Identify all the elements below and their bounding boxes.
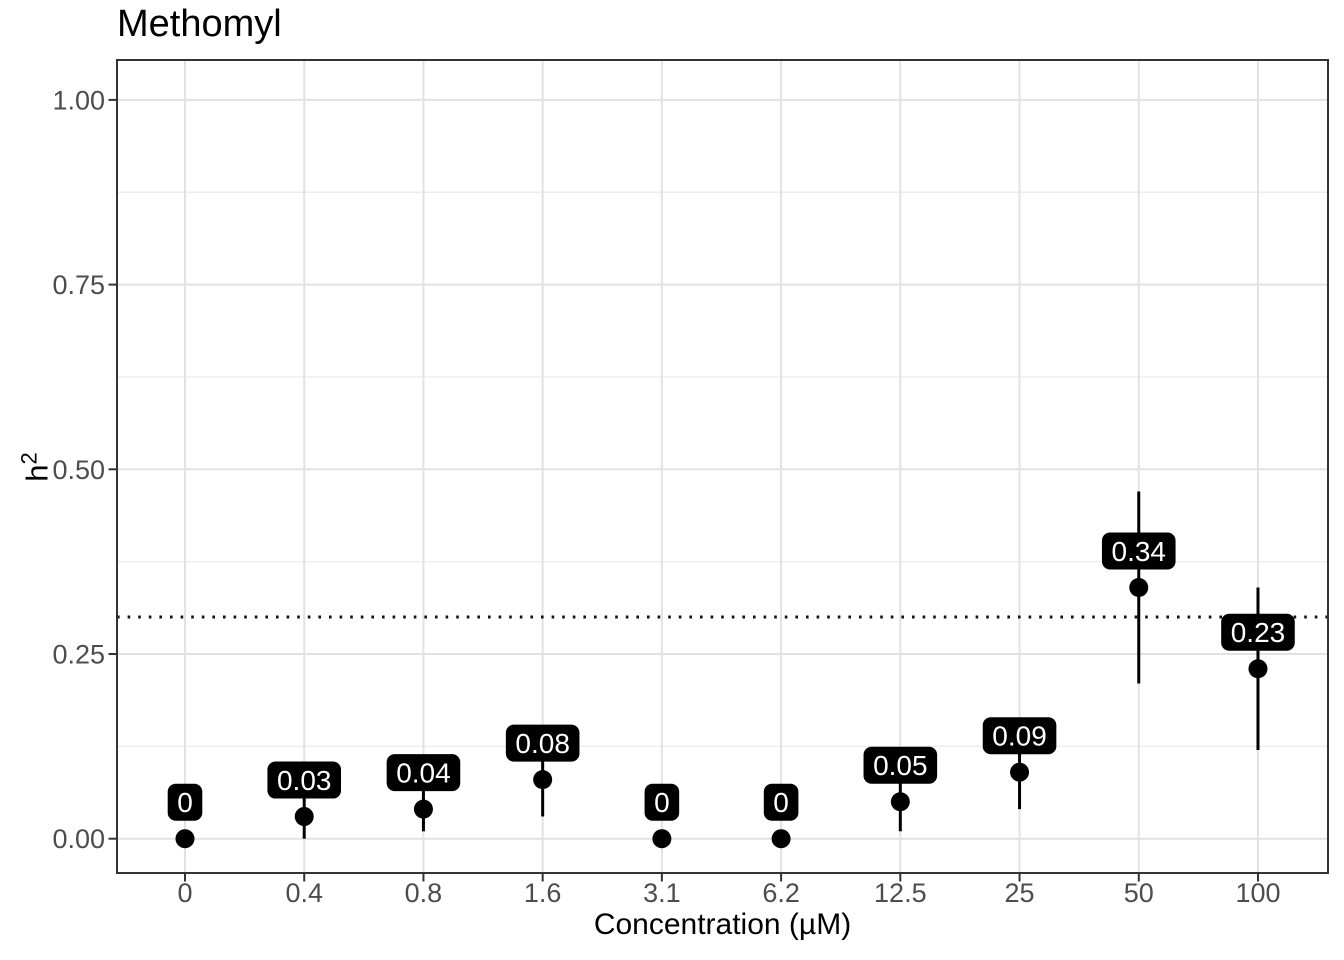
x-tick-label: 3.1 (643, 878, 681, 908)
x-tick-label: 100 (1235, 878, 1280, 908)
point-label-box (505, 724, 580, 762)
point-label-text: 0.34 (1112, 536, 1167, 567)
data-point (533, 770, 553, 790)
x-tick-label: 0.4 (285, 878, 323, 908)
x-tick-label: 6.2 (762, 878, 800, 908)
y-tick-label: 0.00 (52, 824, 105, 854)
x-tick-label: 0 (177, 878, 192, 908)
point-label-text: 0 (773, 787, 789, 818)
y-tick-label: 0.50 (52, 455, 105, 485)
data-point (294, 807, 314, 827)
point-label-text: 0 (654, 787, 670, 818)
data-point (413, 799, 433, 819)
point-label-box (763, 783, 799, 821)
point-label-box (386, 754, 461, 792)
y-axis-title: h2 (16, 452, 55, 482)
y-axis-title-exponent: 2 (16, 452, 42, 465)
point-label-text: 0.23 (1231, 617, 1286, 648)
data-point (1010, 762, 1030, 782)
y-tick-label: 0.75 (52, 270, 105, 300)
y-axis-title-base: h (19, 464, 55, 482)
x-tick-label: 1.6 (524, 878, 562, 908)
y-tick-label: 0.25 (52, 639, 105, 669)
data-point (175, 829, 195, 849)
x-tick-label: 25 (1005, 878, 1035, 908)
data-point (652, 829, 672, 849)
point-label-text: 0.08 (515, 728, 570, 759)
chart-title: Methomyl (117, 3, 282, 45)
panel-border (116, 59, 1329, 874)
data-point (890, 792, 910, 812)
x-tick-label: 50 (1124, 878, 1154, 908)
point-label-box (1101, 532, 1176, 570)
point-label-box (267, 761, 342, 799)
data-point (1248, 659, 1268, 679)
y-tick-label: 1.00 (52, 85, 105, 115)
point-label-text: 0.03 (277, 765, 332, 796)
data-point (1129, 578, 1149, 598)
point-label-box (863, 746, 938, 784)
point-label-text: 0.05 (873, 750, 928, 781)
x-axis-title: Concentration (µM) (593, 908, 852, 941)
point-label-box (1221, 613, 1295, 651)
point-label-box (982, 717, 1057, 755)
x-tick-label: 0.8 (405, 878, 443, 908)
point-label-text: 0.04 (396, 757, 451, 788)
point-label-box (644, 783, 680, 821)
data-point (771, 829, 791, 849)
point-label-box (167, 783, 203, 821)
x-tick-label: 12.5 (874, 878, 927, 908)
point-label-text: 0 (177, 787, 193, 818)
point-label-text: 0.09 (992, 721, 1047, 752)
